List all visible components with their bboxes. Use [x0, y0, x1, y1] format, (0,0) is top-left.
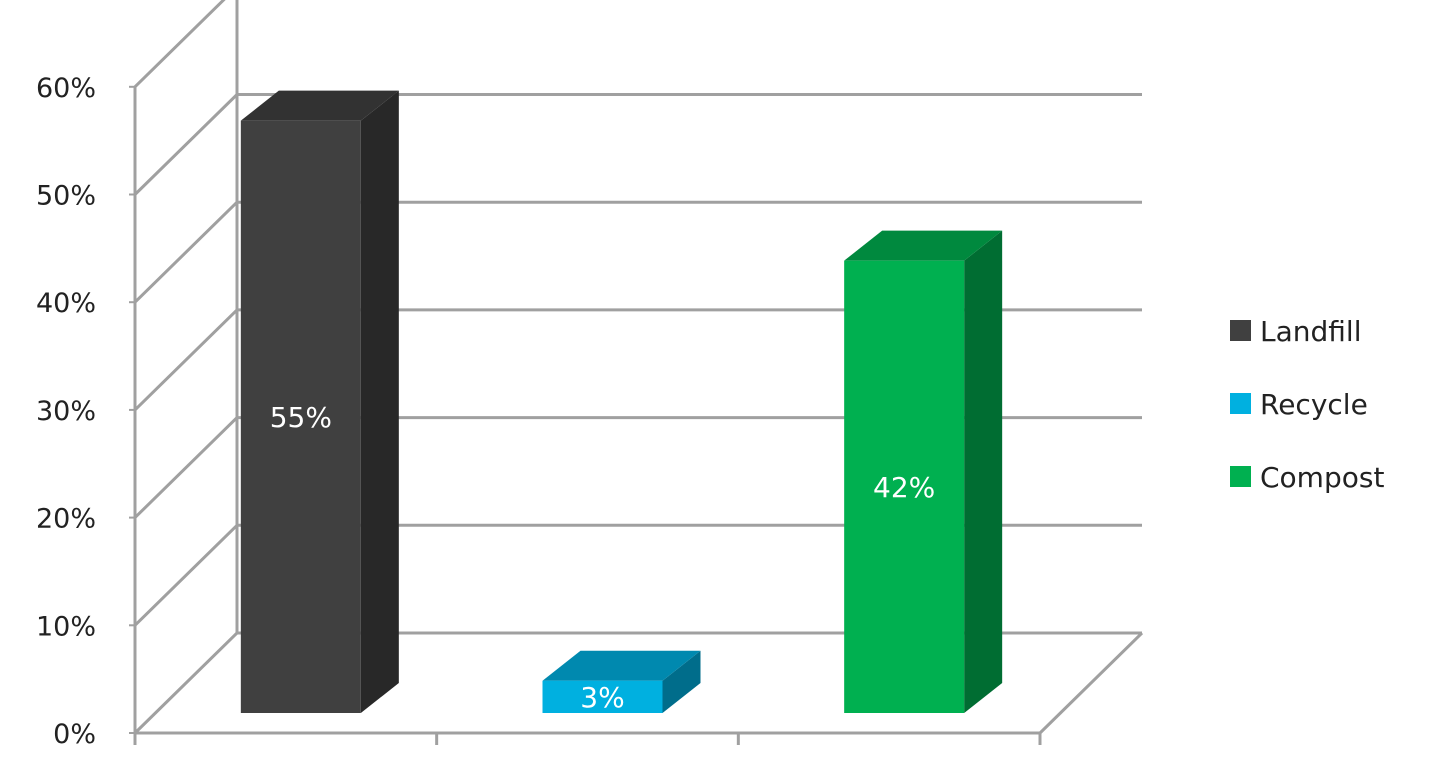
gridline-50-side [133, 93, 239, 196]
legend-swatch [1230, 466, 1251, 487]
gridline-0-side [133, 631, 239, 735]
bar-recycle [542, 650, 701, 713]
bar-compost [844, 230, 1003, 713]
gridline-40-side [133, 201, 239, 304]
bar-compost-top [844, 230, 1003, 261]
legend-item-landfill: Landfill [1230, 315, 1361, 348]
gridline-30-side [133, 308, 239, 411]
data-label-recycle: 3% [580, 681, 624, 714]
bar-recycle-front [542, 680, 663, 713]
data-label-landfill: 55% [270, 401, 332, 434]
floor-right-edge [1038, 631, 1144, 735]
legend-label: Compost [1260, 461, 1384, 494]
y-tick-label: 0% [53, 719, 96, 750]
bar-landfill-front [240, 120, 361, 713]
legend-swatch [1230, 320, 1251, 341]
legend-label: Recycle [1260, 388, 1368, 421]
legend: Landfill Recycle Compost [1230, 315, 1384, 494]
bar-landfill [240, 90, 399, 713]
y-tick-label: 30% [36, 396, 96, 427]
bar-landfill-top [240, 90, 399, 121]
legend-label: Landfill [1260, 315, 1361, 348]
y-tick-label: 60% [36, 73, 96, 104]
bar-compost-front [844, 260, 965, 713]
gridline-60 [133, 0, 226, 88]
legend-item-compost: Compost [1230, 461, 1384, 494]
axes: 0% 10% 20% 30% 40% 50% 60% [36, 73, 1144, 750]
legend-swatch [1230, 393, 1251, 414]
bar-landfill-side [360, 90, 399, 713]
bar-recycle-top [542, 650, 701, 681]
gridline-20-side [133, 416, 239, 519]
bars [240, 90, 1003, 713]
data-labels: 55% 3% 42% [270, 401, 936, 714]
gridline-0 [133, 631, 239, 735]
y-tick-label: 10% [36, 611, 96, 642]
y-tick-label: 20% [36, 504, 96, 535]
gridline-10-side [133, 524, 239, 627]
bar-recycle-side [662, 650, 701, 713]
data-label-compost: 42% [873, 471, 935, 504]
bar-compost-side [964, 230, 1003, 713]
y-tick-label: 50% [36, 181, 96, 212]
legend-item-recycle: Recycle [1230, 388, 1368, 421]
y-tick-label: 40% [36, 288, 96, 319]
gridline-60-side [133, 0, 226, 88]
